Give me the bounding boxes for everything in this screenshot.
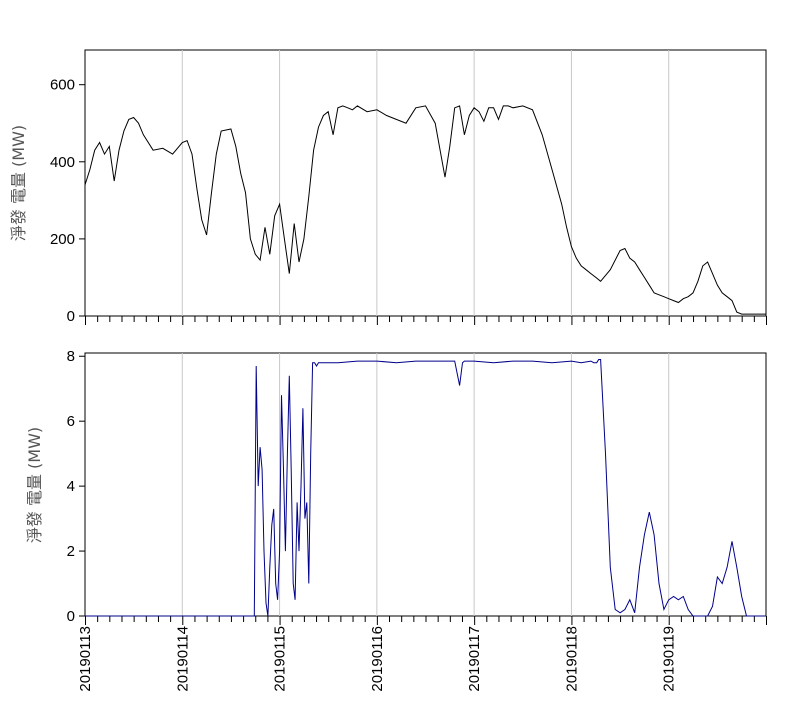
bottom-y-tick-labels: 0 2 4 6 8	[67, 348, 75, 625]
top-y-tick-label: 0	[67, 308, 75, 325]
x-tick-label: 20190114	[174, 626, 191, 692]
bottom-x-tick-labels: 20190113 20190114 20190115 20190116 20190117…	[77, 626, 678, 692]
top-y-tick-label: 600	[50, 77, 75, 94]
top-y-tick-labels: 0 200 400 600	[50, 77, 75, 325]
top-y-tick-label: 200	[50, 231, 75, 248]
top-y-tick-label: 400	[50, 154, 75, 171]
bottom-y-tick-label: 8	[67, 348, 75, 365]
bottom-y-tick-label: 0	[67, 608, 75, 625]
top-x-ticks	[85, 316, 767, 325]
top-series-line	[84, 105, 766, 315]
top-y-axis-title: 淨發 電量 (MW)	[9, 125, 28, 241]
bottom-gridlines	[181, 353, 670, 616]
bottom-y-tick-label: 4	[67, 478, 75, 495]
x-tick-label: 20190117	[466, 626, 483, 692]
x-tick-label: 20190116	[369, 626, 386, 692]
bottom-y-tick-label: 6	[67, 413, 75, 430]
top-gridlines	[181, 50, 670, 316]
x-tick-label: 20190115	[272, 626, 289, 692]
top-plot-frame	[84, 49, 767, 317]
top-y-ticks	[79, 84, 85, 317]
bottom-plot-frame	[84, 352, 767, 617]
bottom-y-axis-title: 淨發 電量 (MW)	[25, 427, 44, 543]
x-tick-label: 20190119	[661, 626, 678, 692]
x-tick-label: 20190118	[563, 626, 580, 692]
bottom-y-tick-label: 2	[67, 543, 75, 560]
bottom-series-line	[85, 359, 766, 617]
bottom-x-ticks	[85, 616, 767, 625]
bottom-y-ticks	[79, 355, 85, 617]
top-chart-panel: 0 200 400 600 淨發 電量 (MW)	[9, 49, 767, 325]
x-tick-label: 20190113	[77, 626, 94, 692]
